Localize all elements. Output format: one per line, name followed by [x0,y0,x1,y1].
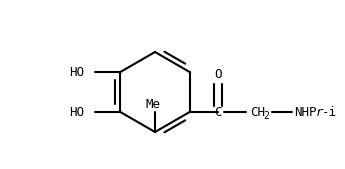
Text: O: O [214,68,221,81]
Text: 2: 2 [264,111,269,121]
Text: Me: Me [146,99,160,112]
Text: CH: CH [250,105,265,118]
Text: NHP: NHP [294,105,316,118]
Text: r: r [316,105,323,118]
Text: HO: HO [69,66,85,78]
Text: -i: -i [322,105,337,118]
Text: HO: HO [69,105,85,118]
Text: C: C [214,105,221,118]
